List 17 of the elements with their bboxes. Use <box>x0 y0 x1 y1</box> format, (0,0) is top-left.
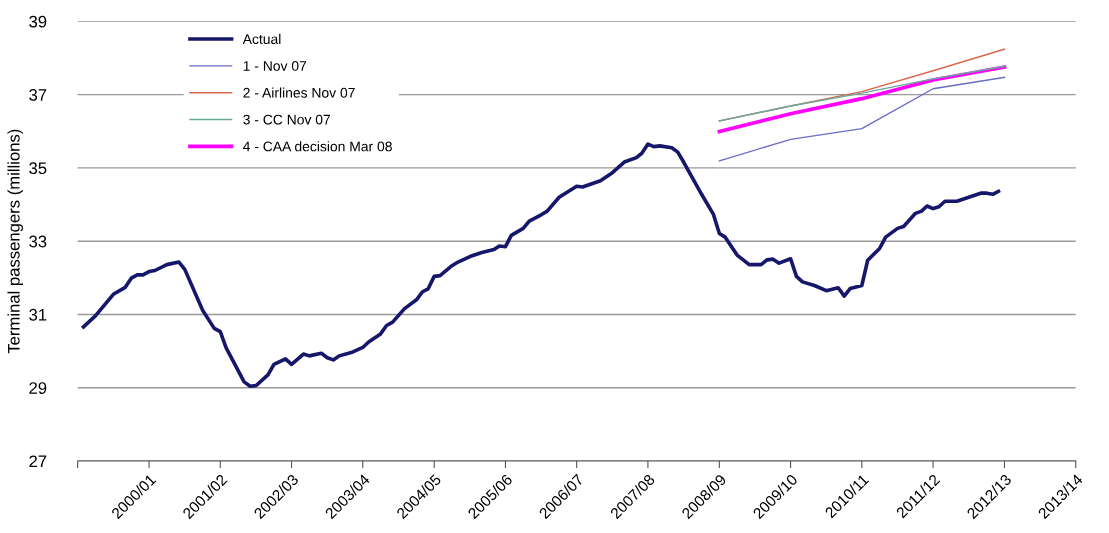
y-tick-label: 31 <box>29 308 47 321</box>
legend-label: 1 - Nov 07 <box>243 61 307 71</box>
legend-label: 3 - CC Nov 07 <box>243 114 331 125</box>
y-tick-label: 39 <box>29 15 47 28</box>
legend-label: Actual <box>242 33 281 45</box>
legend-label: 2 - Airlines Nov 07 <box>243 87 355 98</box>
y-tick-label: 37 <box>29 89 47 101</box>
line-series <box>718 76 1006 162</box>
y-tick-label: 27 <box>29 455 47 468</box>
line-series <box>718 65 1006 122</box>
legend-label: 4 - CAA decision Mar 08 <box>243 141 392 152</box>
y-tick-label: 33 <box>29 235 47 248</box>
y-tick-label: 29 <box>29 382 47 394</box>
y-axis-title: Terminal passengers (millions) <box>7 129 23 354</box>
line-series <box>717 65 1007 134</box>
line-series <box>81 142 1001 389</box>
y-tick-label: 35 <box>29 162 47 175</box>
